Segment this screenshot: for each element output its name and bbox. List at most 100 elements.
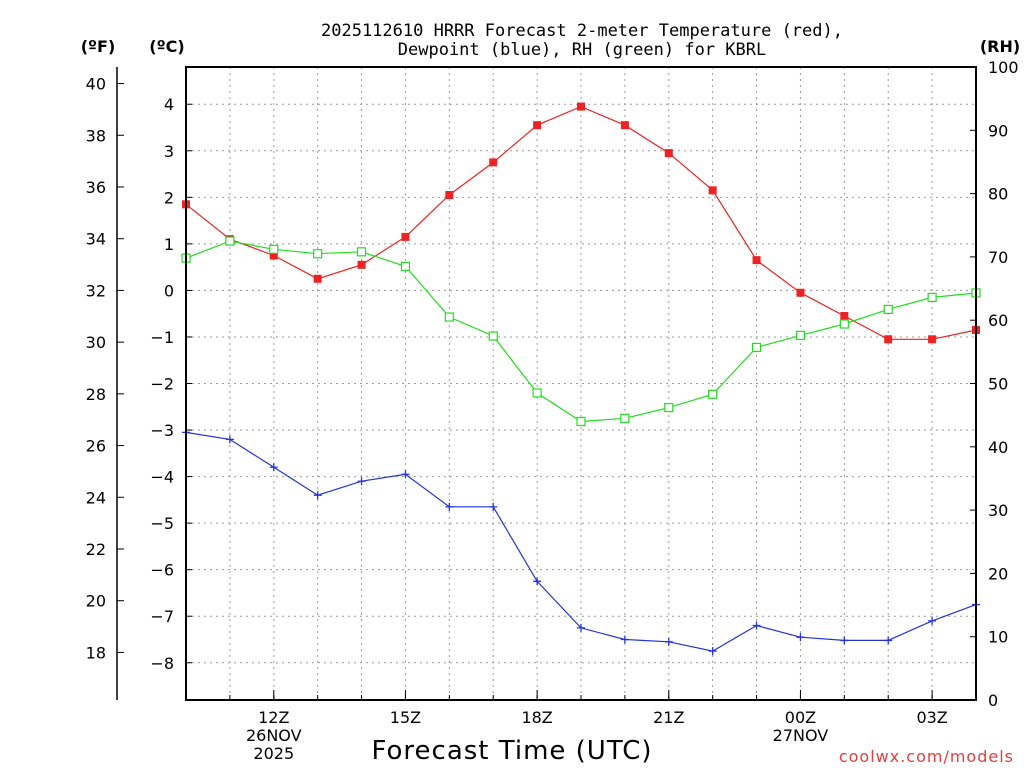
celsius-tick-label: 3 bbox=[164, 142, 174, 161]
dewpoint-point bbox=[884, 636, 893, 645]
temperature-point bbox=[313, 274, 322, 283]
dewpoint-point bbox=[664, 637, 673, 646]
celsius-tick-label: 4 bbox=[164, 95, 174, 114]
celsius-tick-label: 1 bbox=[164, 235, 174, 254]
fahrenheit-tick-label: 32 bbox=[86, 281, 106, 300]
rh-point bbox=[400, 261, 411, 271]
temperature-point bbox=[840, 312, 849, 321]
rh-tick-label: 70 bbox=[988, 248, 1008, 267]
rh-point bbox=[532, 388, 542, 398]
dewpoint-point bbox=[928, 616, 937, 625]
fahrenheit-axis: 40 38 36 34 32 30 28 26 24 22 20 18 bbox=[86, 67, 124, 700]
fahrenheit-tick-label: 36 bbox=[86, 178, 106, 197]
grid bbox=[186, 67, 976, 700]
temperature-point bbox=[401, 232, 410, 241]
fahrenheit-tick-label: 28 bbox=[86, 385, 106, 404]
temperature-point bbox=[708, 186, 717, 195]
dewpoint-point bbox=[752, 621, 761, 630]
fahrenheit-tick-label: 34 bbox=[86, 230, 106, 249]
dewpoint-point bbox=[840, 636, 849, 645]
rh-point bbox=[313, 249, 323, 259]
temperature-point bbox=[752, 256, 761, 265]
time-tick-label: 03Z bbox=[916, 708, 947, 727]
dewpoint-point bbox=[796, 633, 805, 642]
rh-tick-label: 30 bbox=[988, 501, 1008, 520]
rh-tick-label: 60 bbox=[988, 311, 1008, 330]
chart-title-line-2: Dewpoint (blue), RH (green) for KBRL bbox=[398, 40, 766, 60]
temperature-point bbox=[489, 158, 498, 167]
rh-point bbox=[225, 236, 235, 246]
fahrenheit-tick-label: 26 bbox=[86, 437, 106, 456]
celsius-tick-label: 2 bbox=[164, 188, 174, 207]
fahrenheit-tick-label: 18 bbox=[86, 643, 106, 662]
rh-point bbox=[444, 312, 454, 322]
temperature-point bbox=[664, 149, 673, 158]
rh-tick-label: 50 bbox=[988, 375, 1008, 394]
dewpoint-point bbox=[445, 502, 454, 511]
temperature-point bbox=[620, 121, 629, 130]
fahrenheit-tick-label: 22 bbox=[86, 540, 106, 559]
fahrenheit-tick-label: 30 bbox=[86, 333, 106, 352]
fahrenheit-tick-label: 38 bbox=[86, 126, 106, 145]
x-axis-label: Forecast Time (UTC) bbox=[371, 736, 652, 766]
dewpoint-point bbox=[313, 491, 322, 500]
rh-point bbox=[708, 389, 718, 399]
time-tick-label: 00Z bbox=[785, 708, 816, 727]
celsius-tick-label: −3 bbox=[150, 421, 174, 440]
rh-tick-label: 40 bbox=[988, 438, 1008, 457]
temperature-point bbox=[928, 335, 937, 344]
celsius-tick-label: −6 bbox=[150, 561, 174, 580]
temperature-point bbox=[577, 102, 585, 111]
time-tick-label: 15Z bbox=[390, 708, 421, 727]
rh-tick-label: 0 bbox=[988, 691, 998, 710]
rh-point bbox=[576, 416, 586, 427]
fahrenheit-tick-label: 20 bbox=[86, 592, 106, 611]
temperature-point bbox=[269, 251, 278, 260]
temperature-line bbox=[185, 105, 977, 340]
rh-point bbox=[488, 331, 498, 341]
celsius-tick-label: 0 bbox=[164, 281, 174, 300]
celsius-tick-label: −7 bbox=[150, 607, 174, 626]
celsius-tick-label: −5 bbox=[150, 514, 174, 533]
chart-title-line-1: 2025112610 HRRR Forecast 2-meter Tempera… bbox=[321, 21, 843, 41]
rh-point bbox=[839, 319, 849, 329]
rh-tick-label: 100 bbox=[988, 58, 1019, 77]
celsius-axis: 4 3 2 1 0 −1 −2 −3 −4 −5 −6 −7 −8 bbox=[150, 95, 192, 673]
dewpoint-point bbox=[489, 502, 498, 511]
date-tick-label: 27NOV bbox=[773, 726, 829, 745]
rh-point bbox=[269, 244, 279, 254]
rh-point bbox=[751, 342, 762, 353]
dewpoint-point bbox=[269, 463, 278, 472]
celsius-tick-label: −2 bbox=[150, 375, 174, 394]
temperature-point bbox=[533, 121, 542, 130]
rh-tick-label: 10 bbox=[988, 628, 1008, 647]
dewpoint-point bbox=[577, 623, 585, 632]
fahrenheit-tick-label: 40 bbox=[86, 75, 106, 94]
dewpoint-point bbox=[620, 635, 629, 644]
time-tick-label: 12Z bbox=[258, 708, 289, 727]
rh-point bbox=[620, 413, 630, 423]
plot-frame bbox=[185, 66, 977, 701]
dewpoint-point bbox=[357, 477, 366, 486]
rh-point bbox=[664, 402, 674, 413]
rh-point bbox=[927, 292, 937, 303]
dewpoint-point bbox=[533, 577, 542, 586]
temperature-point bbox=[445, 190, 454, 199]
date-tick-label: 26NOV bbox=[246, 726, 302, 745]
rh-point bbox=[883, 304, 893, 315]
rh-point bbox=[795, 330, 806, 340]
temperature-point bbox=[796, 288, 805, 297]
celsius-unit-label: (ºC) bbox=[149, 37, 184, 56]
temperature-point bbox=[884, 335, 893, 344]
dewpoint-point bbox=[401, 470, 410, 479]
rh-point bbox=[356, 247, 367, 257]
year-tick-label: 2025 bbox=[253, 744, 294, 763]
time-tick-label: 18Z bbox=[521, 708, 552, 727]
source-credit: coolwx.com/models bbox=[839, 747, 1014, 766]
temperature-point bbox=[357, 260, 366, 269]
celsius-tick-label: −8 bbox=[150, 654, 174, 673]
celsius-tick-label: −1 bbox=[150, 328, 174, 347]
